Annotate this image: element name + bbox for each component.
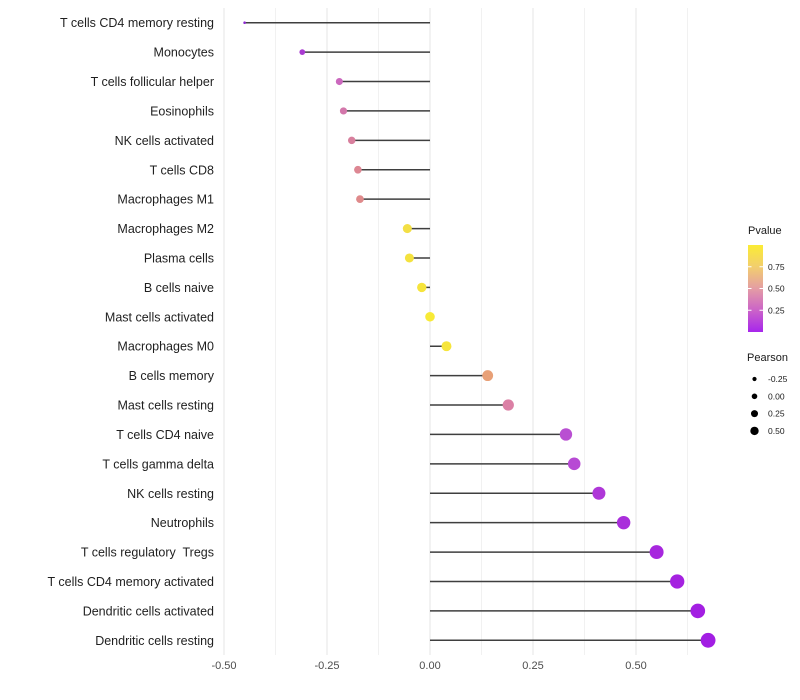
data-point: [299, 49, 306, 55]
category-label: Eosinophils: [150, 104, 214, 118]
pearson-legend-title: Pearson: [747, 352, 788, 364]
size-legend-dot: [750, 426, 759, 436]
category-label: Neutrophils: [151, 516, 214, 530]
data-point: [404, 253, 414, 263]
size-legend-dot: [751, 410, 758, 418]
data-point: [356, 195, 364, 204]
colorbar-tick-label: 0.75: [768, 262, 785, 272]
data-point: [592, 486, 606, 500]
category-label: Dendritic cells activated: [83, 604, 214, 618]
size-legend-label: 0.25: [768, 409, 785, 419]
category-label: Monocytes: [154, 46, 214, 60]
x-tick-label: -0.25: [314, 660, 339, 672]
category-label: NK cells activated: [115, 134, 214, 148]
data-point: [354, 165, 362, 174]
category-label: Dendritic cells resting: [95, 634, 214, 648]
pvalue-legend-title: Pvalue: [748, 225, 782, 237]
category-label: T cells CD4 memory resting: [60, 16, 214, 30]
category-label: Macrophages M0: [117, 340, 214, 354]
category-label: NK cells resting: [127, 487, 214, 501]
x-tick-label: 0.00: [419, 660, 440, 672]
category-label: T cells CD8: [150, 163, 214, 177]
pvalue-colorbar: [748, 245, 763, 332]
colorbar-tick-label: 0.25: [768, 305, 785, 315]
category-label: B cells memory: [129, 369, 215, 383]
size-legend-dot: [752, 376, 757, 382]
size-legend-label: 0.00: [768, 391, 785, 401]
data-point: [402, 224, 412, 234]
colorbar-tick-label: 0.50: [768, 284, 785, 294]
category-label: T cells gamma delta: [102, 457, 214, 471]
data-point: [441, 341, 452, 352]
size-legend-label: 0.50: [768, 426, 785, 436]
category-label: Macrophages M2: [117, 222, 214, 236]
data-point: [417, 282, 427, 293]
category-label: T cells CD4 naive: [116, 428, 214, 442]
size-legend-dot: [751, 393, 758, 400]
category-label: Plasma cells: [144, 251, 214, 265]
data-point: [425, 312, 435, 322]
x-tick-label: 0.50: [625, 660, 646, 672]
data-point: [567, 457, 581, 471]
category-label: Mast cells activated: [105, 310, 214, 324]
data-point: [700, 632, 716, 648]
data-point: [347, 136, 356, 145]
category-label: Macrophages M1: [117, 193, 214, 207]
data-point: [649, 545, 664, 560]
data-point: [559, 428, 573, 441]
data-point: [339, 107, 348, 115]
data-point: [690, 603, 706, 619]
data-point: [616, 515, 631, 530]
x-tick-label: 0.25: [522, 660, 543, 672]
category-label: T cells CD4 memory activated: [48, 575, 215, 589]
data-point: [670, 574, 685, 589]
data-point: [482, 370, 494, 382]
data-point: [502, 399, 514, 411]
size-legend-label: -0.25: [768, 374, 788, 384]
category-label: T cells regulatory Tregs: [81, 546, 214, 560]
data-point: [335, 77, 343, 86]
category-label: B cells naive: [144, 281, 214, 295]
x-tick-label: -0.50: [211, 660, 236, 672]
category-label: T cells follicular helper: [91, 75, 214, 89]
category-label: Mast cells resting: [117, 399, 214, 413]
data-point: [243, 21, 246, 25]
